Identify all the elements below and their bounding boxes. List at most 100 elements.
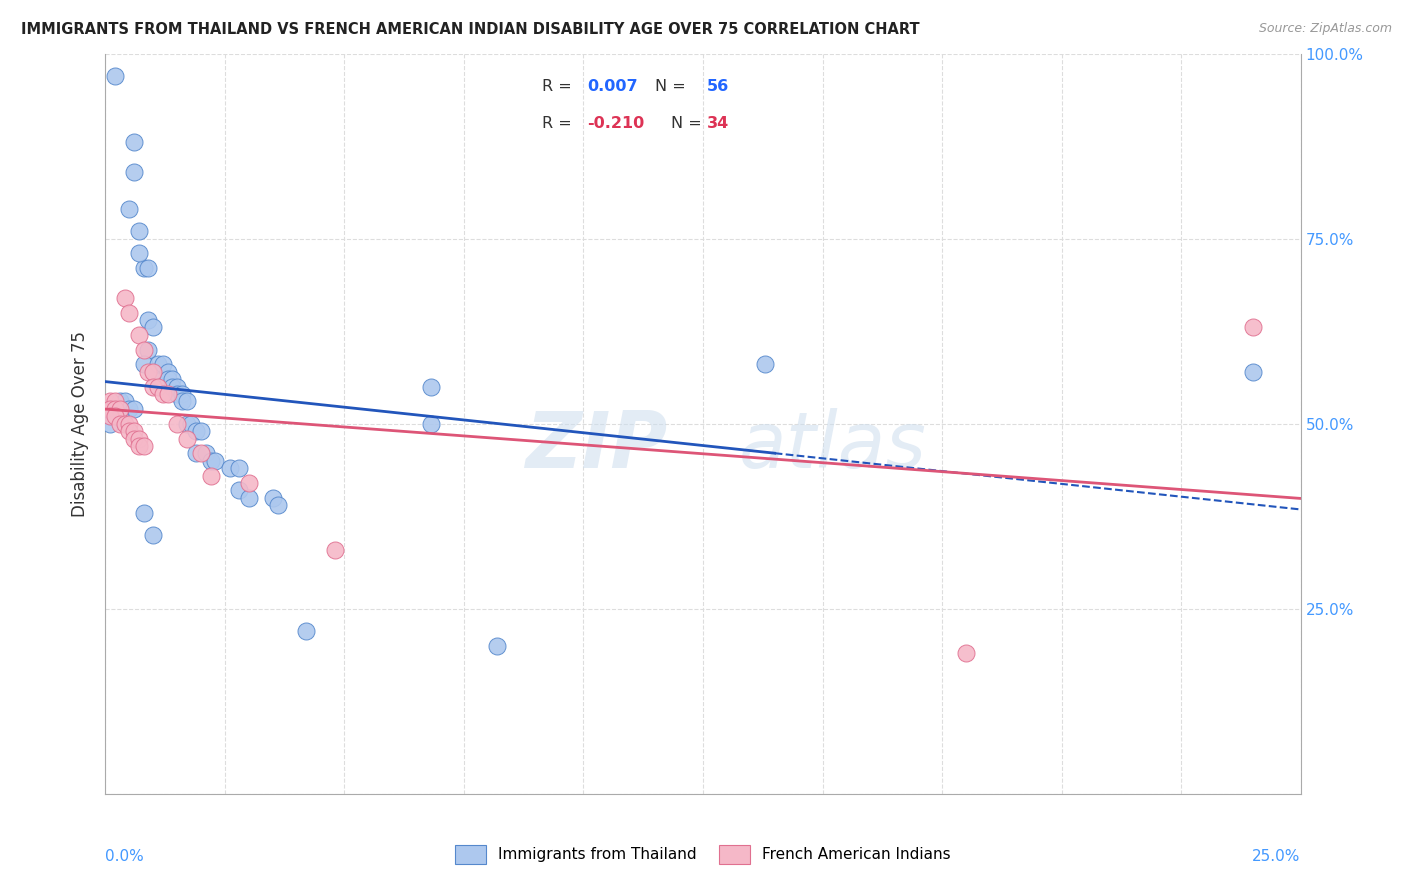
Text: 0.007: 0.007	[588, 79, 638, 95]
Point	[156, 365, 179, 379]
Point	[114, 394, 136, 409]
Point	[104, 69, 127, 83]
Point	[142, 365, 165, 379]
Point	[128, 224, 150, 238]
Point	[200, 453, 222, 467]
Point	[122, 401, 145, 416]
Point	[118, 417, 141, 431]
Point	[166, 417, 188, 431]
Point	[162, 380, 184, 394]
Point	[486, 639, 509, 653]
Point	[166, 387, 188, 401]
Text: Source: ZipAtlas.com: Source: ZipAtlas.com	[1258, 22, 1392, 36]
Point	[266, 498, 288, 512]
Point	[142, 320, 165, 334]
Point	[228, 461, 250, 475]
Text: -0.210: -0.210	[588, 116, 644, 131]
Point	[152, 387, 174, 401]
Text: atlas: atlas	[740, 408, 927, 484]
Point	[122, 424, 145, 438]
Text: IMMIGRANTS FROM THAILAND VS FRENCH AMERICAN INDIAN DISABILITY AGE OVER 75 CORREL: IMMIGRANTS FROM THAILAND VS FRENCH AMERI…	[21, 22, 920, 37]
Point	[194, 446, 217, 460]
Point	[162, 372, 184, 386]
Point	[122, 165, 145, 179]
Point	[98, 409, 121, 424]
Text: N =: N =	[671, 116, 707, 131]
Point	[955, 646, 977, 660]
Y-axis label: Disability Age Over 75: Disability Age Over 75	[72, 331, 90, 516]
Point	[118, 424, 141, 438]
Point	[142, 380, 165, 394]
Point	[238, 475, 260, 490]
Point	[152, 358, 174, 372]
Point	[1241, 320, 1264, 334]
Point	[176, 394, 198, 409]
Point	[122, 432, 145, 446]
Point	[1241, 365, 1264, 379]
Text: 0.0%: 0.0%	[105, 849, 145, 864]
Point	[190, 424, 212, 438]
Point	[419, 380, 441, 394]
Point	[108, 401, 131, 416]
Point	[262, 491, 284, 505]
Point	[98, 409, 121, 424]
Point	[104, 401, 127, 416]
Point	[138, 365, 160, 379]
Point	[98, 401, 121, 416]
Point	[138, 313, 160, 327]
Point	[104, 401, 127, 416]
Text: N =: N =	[655, 79, 692, 95]
Text: R =: R =	[541, 79, 576, 95]
Point	[132, 261, 155, 276]
Point	[295, 624, 318, 638]
Point	[142, 365, 165, 379]
Point	[180, 417, 202, 431]
Point	[104, 409, 127, 424]
Text: 34: 34	[707, 116, 728, 131]
Point	[132, 343, 155, 357]
Point	[146, 380, 169, 394]
Point	[166, 380, 188, 394]
Point	[200, 468, 222, 483]
Point	[146, 358, 169, 372]
Point	[142, 528, 165, 542]
Point	[156, 372, 179, 386]
Point	[128, 327, 150, 342]
Point	[132, 358, 155, 372]
Point	[128, 246, 150, 260]
Point	[754, 358, 776, 372]
Point	[186, 424, 208, 438]
Point	[218, 461, 240, 475]
Text: ZIP: ZIP	[524, 408, 666, 484]
Point	[132, 506, 155, 520]
Point	[98, 417, 121, 431]
Point	[176, 432, 198, 446]
Text: 25.0%: 25.0%	[1253, 849, 1301, 864]
Point	[98, 401, 121, 416]
Point	[186, 446, 208, 460]
Point	[118, 401, 141, 416]
Point	[122, 136, 145, 150]
Point	[104, 409, 127, 424]
Text: R =: R =	[541, 116, 576, 131]
Point	[114, 291, 136, 305]
Point	[170, 387, 193, 401]
Point	[114, 417, 136, 431]
Legend: Immigrants from Thailand, French American Indians: Immigrants from Thailand, French America…	[447, 838, 959, 871]
Point	[138, 261, 160, 276]
Point	[238, 491, 260, 505]
Point	[98, 394, 121, 409]
Point	[138, 343, 160, 357]
Point	[228, 483, 250, 498]
Point	[204, 453, 226, 467]
Point	[132, 439, 155, 453]
Point	[118, 306, 141, 320]
Text: 56: 56	[707, 79, 728, 95]
Point	[128, 432, 150, 446]
Point	[108, 394, 131, 409]
Point	[176, 417, 198, 431]
Point	[108, 409, 131, 424]
Point	[156, 387, 179, 401]
Point	[323, 542, 346, 557]
Point	[190, 446, 212, 460]
